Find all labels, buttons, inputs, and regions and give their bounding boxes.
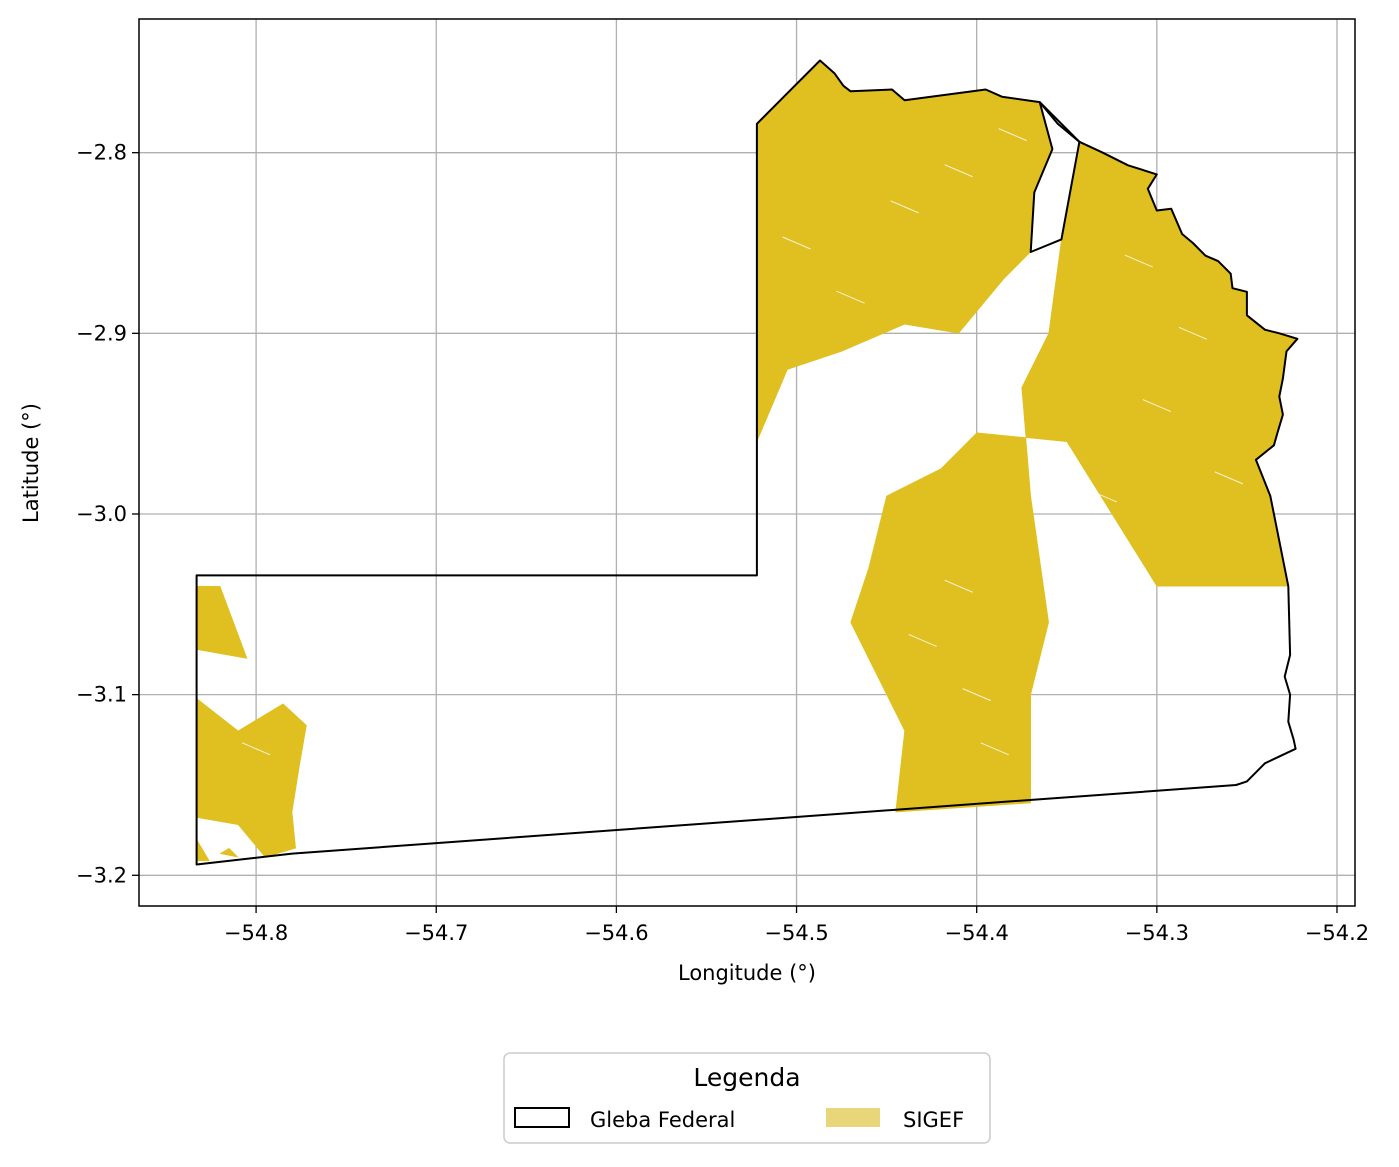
- x-tick-label: −54.7: [404, 921, 468, 945]
- x-tick-label: −54.4: [945, 921, 1009, 945]
- parcel-division: [1142, 399, 1172, 413]
- y-tick-label: −3.0: [76, 502, 127, 526]
- parcel-division: [1214, 471, 1244, 485]
- gleba-federal-boundary: [195, 59, 1299, 866]
- parcel-division: [241, 742, 271, 756]
- gleba-federal-boundary: [1029, 101, 1081, 253]
- parcel-division: [782, 236, 811, 250]
- x-tick-label: −54.6: [584, 921, 648, 945]
- map-layers: [195, 59, 1299, 866]
- legend-title: Legenda: [693, 1063, 800, 1092]
- parcel-division: [836, 290, 865, 304]
- x-axis-label: Longitude (°): [678, 961, 816, 985]
- y-tick-label: −3.2: [76, 863, 127, 887]
- sigef-parcel: [219, 847, 239, 858]
- legend-label-gleba-federal: Gleba Federal: [590, 1108, 735, 1132]
- parcel-division: [908, 633, 937, 647]
- legend-swatch-gleba-federal: [514, 1107, 570, 1128]
- plot-frame: [138, 18, 1356, 907]
- legend-swatch-sigef: [826, 1108, 880, 1127]
- legend: Legenda Gleba Federal SIGEF: [503, 1052, 991, 1144]
- x-tick-label: −54.3: [1125, 921, 1189, 945]
- x-tick-label: −54.5: [764, 921, 828, 945]
- x-tick-label: −54.8: [224, 921, 288, 945]
- x-tick-label: −54.2: [1305, 921, 1369, 945]
- y-tick-label: −3.1: [76, 683, 127, 707]
- y-axis-label: Latitude (°): [19, 403, 43, 523]
- y-tick-label: −2.9: [76, 321, 127, 345]
- parcel-division: [980, 742, 1009, 756]
- parcel-division: [944, 164, 973, 178]
- y-tick-label: −2.8: [76, 141, 127, 165]
- layer-sigef: [196, 60, 1298, 862]
- parcel-division: [998, 128, 1027, 142]
- parcel-division: [890, 200, 919, 214]
- sigef-parcel: [196, 698, 307, 858]
- parcel-division: [1178, 326, 1208, 340]
- layer-gleba-federal: [195, 59, 1299, 866]
- axis-ticks: −54.8 −54.7 −54.6 −54.5 −54.4 −54.3 −54.2 −2.8 −…: [76, 141, 1369, 945]
- parcel-division: [1124, 254, 1154, 268]
- parcel-division: [1088, 489, 1117, 503]
- parcel-divisions: [241, 128, 1244, 756]
- parcel-division: [962, 688, 991, 702]
- legend-label-sigef: SIGEF: [903, 1108, 964, 1132]
- parcel-division: [944, 579, 973, 593]
